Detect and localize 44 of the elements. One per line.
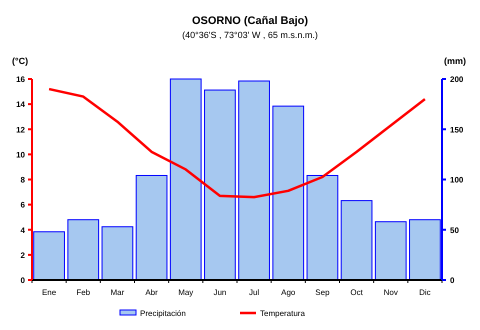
y-tick-label: 0 [20, 276, 26, 285]
y-tick-label: 6 [20, 200, 26, 210]
bar [204, 90, 236, 280]
x-tick-label: Mar [110, 288, 125, 297]
bar [67, 219, 100, 280]
y-tick-label: 10 [16, 150, 26, 160]
line-series [48, 88, 426, 198]
bar [170, 78, 202, 280]
y2-tick-label: 200 [450, 75, 464, 84]
x-tick-label: Jul [248, 288, 260, 297]
x-tick-label: Oct [350, 288, 364, 297]
y-tick-label: 16 [16, 75, 26, 84]
bar [102, 226, 134, 280]
legend-label: Temperatura [260, 309, 306, 318]
chart-title: OSORNO (Cañal Bajo) [192, 15, 308, 27]
y2-axis-title: (mm) [444, 56, 466, 66]
x-tick-label: Sep [315, 288, 330, 297]
y2-tick-label: 50 [450, 226, 460, 235]
x-tick-label: Dic [419, 288, 431, 297]
x-tick-label: Jun [213, 288, 226, 297]
y-tick-label: 14 [16, 100, 26, 110]
bar [238, 80, 270, 280]
x-tick-label: Ago [281, 288, 296, 297]
bar [374, 221, 407, 280]
bar [306, 174, 338, 280]
y2-tick-label: 100 [450, 176, 464, 184]
y-tick-label: 4 [20, 226, 26, 235]
x-tick-label: Nov [384, 288, 398, 297]
bar [272, 106, 304, 280]
y2-tick-label: 0 [450, 276, 455, 285]
y2-tick-label: 150 [450, 125, 464, 134]
x-tick-label: Abr [145, 288, 158, 297]
y-axis-title: (°C) [12, 56, 28, 66]
bar [33, 231, 65, 280]
legend-label: Precipitación [140, 309, 186, 318]
x-tick-label: Feb [76, 288, 91, 297]
x-tick-label: Ene [42, 288, 57, 297]
y-tick-label: 8 [20, 176, 26, 184]
bar [136, 174, 168, 280]
y-tick-label: 2 [20, 250, 26, 260]
bar [340, 200, 372, 280]
x-tick-label: May [178, 288, 194, 297]
y-tick-label: 12 [16, 125, 26, 134]
chart-subtitle: (40°36'S , 73°03' W , 65 m.s.n.m.) [182, 30, 318, 40]
